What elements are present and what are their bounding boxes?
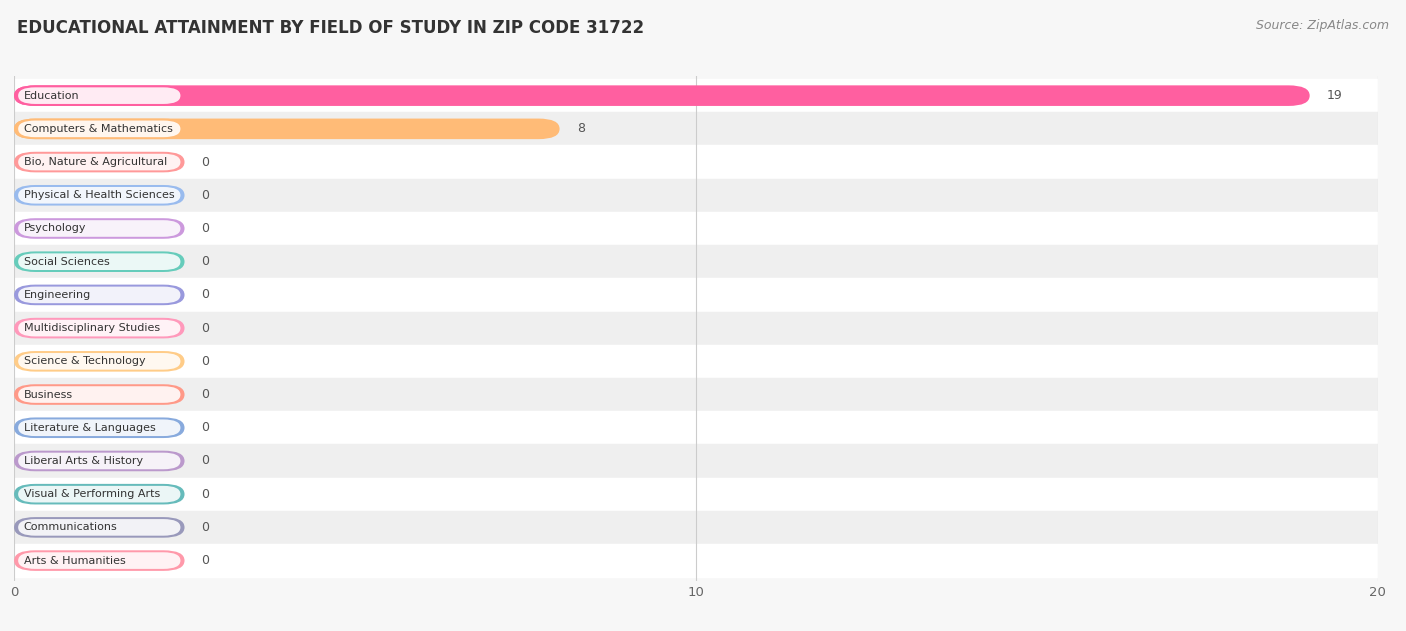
Bar <box>14 312 1378 345</box>
FancyBboxPatch shape <box>14 517 184 538</box>
FancyBboxPatch shape <box>14 185 184 206</box>
Bar <box>14 345 1378 378</box>
FancyBboxPatch shape <box>14 218 184 239</box>
Text: Engineering: Engineering <box>24 290 91 300</box>
FancyBboxPatch shape <box>18 420 180 436</box>
Bar <box>14 544 1378 577</box>
FancyBboxPatch shape <box>18 452 180 469</box>
FancyBboxPatch shape <box>18 87 180 104</box>
Bar <box>14 79 1378 112</box>
Text: 0: 0 <box>201 454 209 468</box>
Text: 0: 0 <box>201 322 209 334</box>
Text: Communications: Communications <box>24 522 117 533</box>
Text: 0: 0 <box>201 488 209 500</box>
Text: 0: 0 <box>201 222 209 235</box>
Text: Education: Education <box>24 91 79 101</box>
FancyBboxPatch shape <box>14 85 1310 106</box>
Bar <box>14 378 1378 411</box>
Text: 0: 0 <box>201 422 209 434</box>
Bar <box>14 146 1378 179</box>
FancyBboxPatch shape <box>14 451 184 471</box>
FancyBboxPatch shape <box>14 251 184 272</box>
FancyBboxPatch shape <box>18 220 180 237</box>
Bar <box>14 510 1378 544</box>
Text: 0: 0 <box>201 521 209 534</box>
Text: Computers & Mathematics: Computers & Mathematics <box>24 124 173 134</box>
Bar <box>14 444 1378 478</box>
FancyBboxPatch shape <box>18 386 180 403</box>
Text: 0: 0 <box>201 189 209 202</box>
FancyBboxPatch shape <box>14 418 184 438</box>
FancyBboxPatch shape <box>14 152 184 172</box>
Text: Science & Technology: Science & Technology <box>24 357 145 367</box>
Text: Physical & Health Sciences: Physical & Health Sciences <box>24 191 174 200</box>
Text: Multidisciplinary Studies: Multidisciplinary Studies <box>24 323 160 333</box>
Text: Literature & Languages: Literature & Languages <box>24 423 155 433</box>
FancyBboxPatch shape <box>14 85 184 106</box>
FancyBboxPatch shape <box>18 286 180 304</box>
Text: EDUCATIONAL ATTAINMENT BY FIELD OF STUDY IN ZIP CODE 31722: EDUCATIONAL ATTAINMENT BY FIELD OF STUDY… <box>17 19 644 37</box>
FancyBboxPatch shape <box>18 320 180 336</box>
Text: Psychology: Psychology <box>24 223 86 233</box>
FancyBboxPatch shape <box>18 187 180 204</box>
Bar <box>14 411 1378 444</box>
Text: 0: 0 <box>201 288 209 302</box>
Text: 19: 19 <box>1327 89 1343 102</box>
Bar <box>14 179 1378 212</box>
FancyBboxPatch shape <box>14 484 184 504</box>
FancyBboxPatch shape <box>14 384 184 405</box>
Text: Social Sciences: Social Sciences <box>24 257 110 267</box>
Text: 0: 0 <box>201 156 209 168</box>
FancyBboxPatch shape <box>18 154 180 170</box>
FancyBboxPatch shape <box>18 121 180 137</box>
FancyBboxPatch shape <box>14 351 184 372</box>
Text: Bio, Nature & Agricultural: Bio, Nature & Agricultural <box>24 157 167 167</box>
Text: Liberal Arts & History: Liberal Arts & History <box>24 456 143 466</box>
Bar <box>14 245 1378 278</box>
FancyBboxPatch shape <box>18 552 180 569</box>
FancyBboxPatch shape <box>14 119 184 139</box>
FancyBboxPatch shape <box>18 486 180 502</box>
FancyBboxPatch shape <box>18 254 180 270</box>
FancyBboxPatch shape <box>14 318 184 338</box>
FancyBboxPatch shape <box>14 119 560 139</box>
FancyBboxPatch shape <box>14 550 184 571</box>
Text: Arts & Humanities: Arts & Humanities <box>24 555 125 565</box>
Text: 8: 8 <box>576 122 585 136</box>
FancyBboxPatch shape <box>18 353 180 370</box>
FancyBboxPatch shape <box>14 285 184 305</box>
Bar <box>14 478 1378 510</box>
Text: 0: 0 <box>201 388 209 401</box>
Bar <box>14 212 1378 245</box>
Bar <box>14 278 1378 312</box>
Bar <box>14 112 1378 146</box>
Text: 0: 0 <box>201 355 209 368</box>
Text: Business: Business <box>24 389 73 399</box>
Text: 0: 0 <box>201 554 209 567</box>
Text: Visual & Performing Arts: Visual & Performing Arts <box>24 489 160 499</box>
Text: 0: 0 <box>201 255 209 268</box>
FancyBboxPatch shape <box>18 519 180 536</box>
Text: Source: ZipAtlas.com: Source: ZipAtlas.com <box>1256 19 1389 32</box>
